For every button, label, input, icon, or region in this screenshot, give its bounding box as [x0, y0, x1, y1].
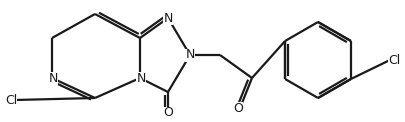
Text: N: N [48, 71, 58, 85]
Text: O: O [232, 102, 242, 115]
Text: N: N [185, 49, 194, 61]
Text: N: N [136, 71, 145, 85]
Text: Cl: Cl [387, 54, 399, 66]
Text: N: N [163, 11, 172, 25]
Text: O: O [163, 107, 173, 120]
Text: Cl: Cl [5, 93, 17, 107]
